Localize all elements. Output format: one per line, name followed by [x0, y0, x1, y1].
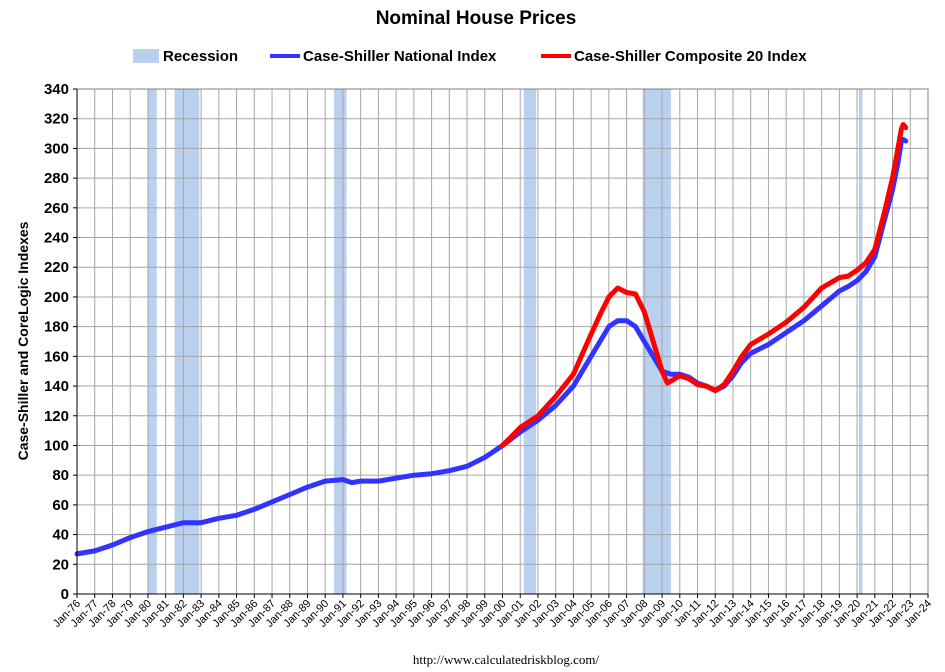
- series-line-0: [74, 137, 909, 557]
- y-ticks: 0 20 40 60 80 100 120 140 160 180 200 220 240 260 280 3…: [44, 81, 77, 603]
- series: [74, 122, 909, 557]
- y-tick-label-6: 120: [44, 408, 69, 425]
- x-ticks: Jan-76Jan-77Jan-78Jan-79Jan-80Jan-81Jan-…: [51, 594, 934, 630]
- y-tick-label-9: 180: [44, 319, 69, 336]
- series-line-1: [500, 122, 909, 448]
- legend: Recession Case-Shiller National Index Ca…: [133, 48, 807, 65]
- y-tick-label-1: 20: [52, 556, 69, 573]
- chart-title: Nominal House Prices: [376, 8, 577, 29]
- y-tick-label-0: 0: [61, 586, 69, 603]
- recession-band-3: [523, 89, 537, 594]
- recession-band-1: [174, 89, 200, 594]
- legend-composite-label: Case-Shiller Composite 20 Index: [574, 48, 807, 65]
- legend-national-label: Case-Shiller National Index: [303, 48, 497, 65]
- y-tick-label-17: 340: [44, 81, 69, 98]
- y-tick-label-10: 200: [44, 289, 69, 306]
- y-tick-label-5: 100: [44, 437, 69, 454]
- y-tick-label-16: 320: [44, 111, 69, 128]
- y-axis-label: Case-Shiller and CoreLogic Indexes: [15, 221, 31, 460]
- y-tick-label-2: 40: [52, 527, 69, 544]
- y-tick-label-8: 160: [44, 348, 69, 365]
- y-tick-label-11: 220: [44, 259, 69, 276]
- y-tick-label-15: 300: [44, 140, 69, 157]
- y-tick-label-13: 260: [44, 200, 69, 217]
- y-tick-label-14: 280: [44, 170, 69, 187]
- legend-recession-label: Recession: [163, 48, 238, 65]
- y-tick-label-7: 140: [44, 378, 69, 395]
- source-url: http://www.calculatedriskblog.com/: [413, 652, 600, 667]
- y-tick-label-4: 80: [52, 467, 69, 484]
- recession-band-2: [334, 89, 347, 594]
- grid: [77, 88, 929, 594]
- y-tick-label-3: 60: [52, 497, 69, 514]
- legend-recession-swatch: [133, 49, 159, 63]
- recession-band-5: [858, 89, 863, 594]
- y-tick-label-12: 240: [44, 230, 69, 247]
- recession-band-0: [147, 89, 157, 594]
- recession-band-4: [642, 89, 671, 594]
